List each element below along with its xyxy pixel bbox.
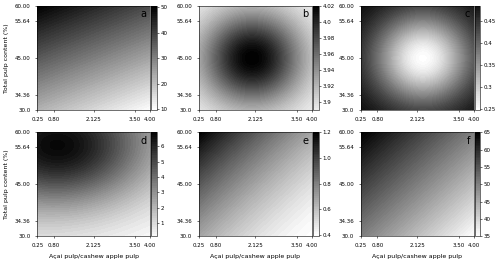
X-axis label: Açai pulp/cashew apple pulp: Açai pulp/cashew apple pulp [372, 254, 462, 259]
X-axis label: Açai pulp/cashew apple pulp: Açai pulp/cashew apple pulp [48, 254, 138, 259]
Text: a: a [140, 9, 146, 19]
Text: f: f [467, 135, 470, 145]
Text: e: e [302, 135, 308, 145]
Y-axis label: Total pulp content (%): Total pulp content (%) [4, 23, 9, 93]
Y-axis label: Total pulp content (%): Total pulp content (%) [4, 150, 9, 219]
Text: c: c [465, 9, 470, 19]
Text: d: d [140, 135, 146, 145]
X-axis label: Açai pulp/cashew apple pulp: Açai pulp/cashew apple pulp [210, 254, 300, 259]
Text: b: b [302, 9, 308, 19]
